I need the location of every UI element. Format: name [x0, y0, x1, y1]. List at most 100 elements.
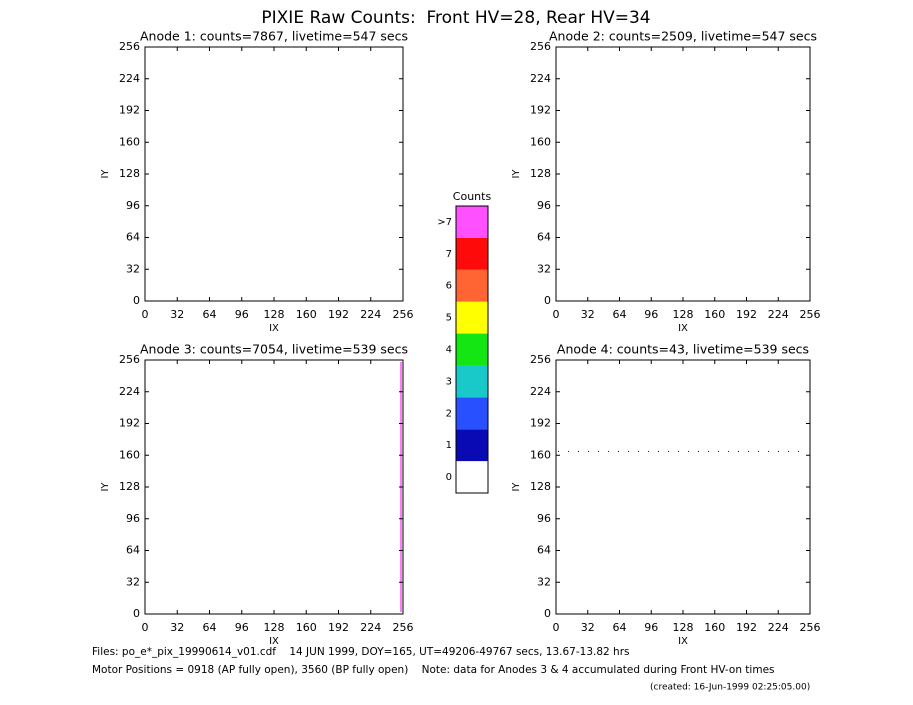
pixel-texture-edge: [145, 47, 403, 301]
x-tick-label: 192: [328, 621, 349, 634]
x-tick-label: 0: [142, 621, 149, 634]
x-tick-label: 0: [553, 621, 560, 634]
y-axis-label: IY: [511, 482, 522, 492]
x-axis-label: IX: [678, 323, 688, 334]
colorbar-cell: [456, 269, 488, 302]
x-tick-label: 0: [142, 308, 149, 321]
colorbar-label: >7: [437, 217, 452, 228]
colorbar-label: 0: [446, 472, 452, 483]
x-axis-label: IX: [269, 323, 279, 334]
x-tick-label: 96: [644, 308, 658, 321]
x-tick-label: 160: [704, 308, 725, 321]
footer-motor: Motor Positions = 0918 (AP fully open), …: [92, 664, 775, 676]
panel: 0 32 64 96 128 160 192 224 256 0 32 64 96 128 160 192 22…: [511, 29, 821, 335]
colorbar-label: 1: [446, 440, 452, 451]
x-tick-label: 32: [170, 621, 184, 634]
x-tick-label: 32: [581, 308, 595, 321]
colorbar-label: 6: [446, 281, 452, 292]
y-tick-label: 160: [119, 448, 140, 461]
y-tick-label: 192: [119, 104, 140, 117]
colorbar: Counts 0 1 2 3 4 5 6 7 >7: [437, 190, 492, 494]
y-tick-label: 64: [537, 544, 551, 557]
colorbar-frame: [455, 205, 489, 494]
x-axis-label: IX: [678, 636, 688, 647]
x-tick-label: 192: [328, 308, 349, 321]
colorbar-label: 4: [446, 345, 452, 356]
panel: 0 32 64 96 128 160 192 224 256 0 32 64 96 128 160 192 22…: [100, 342, 414, 648]
y-tick-label: 256: [530, 40, 551, 53]
y-tick-label: 32: [537, 262, 551, 275]
panel: 0 32 64 96 128 160 192 224 256 0 32 64 96 128 160 192 22…: [511, 342, 821, 648]
x-tick-label: 64: [613, 621, 627, 634]
y-axis-label: IY: [100, 169, 111, 179]
y-tick-label: 0: [133, 607, 140, 620]
y-axis-label: IY: [100, 482, 111, 492]
y-tick-label: 0: [133, 294, 140, 307]
x-tick-label: 96: [644, 621, 658, 634]
footer-files: Files: po_e*_pix_19990614_v01.cdf 14 JUN…: [92, 646, 630, 658]
y-tick-label: 224: [119, 72, 140, 85]
colorbar-cell: [456, 333, 488, 366]
colorbar-cell: [456, 206, 488, 238]
x-tick-label: 160: [704, 621, 725, 634]
x-tick-label: 128: [264, 308, 285, 321]
colorbar-cell: [456, 365, 488, 398]
y-tick-label: 128: [530, 480, 551, 493]
colorbar-label: 7: [446, 249, 452, 260]
y-tick-label: 160: [530, 448, 551, 461]
x-tick-label: 224: [360, 308, 381, 321]
y-tick-label: 224: [530, 385, 551, 398]
x-tick-label: 0: [553, 308, 560, 321]
y-tick-label: 96: [126, 512, 140, 525]
x-axis-label: IX: [269, 636, 279, 647]
y-tick-label: 256: [119, 353, 140, 366]
footer-created: (created: 16-Jun-1999 02:25:05.00): [650, 683, 810, 693]
panels: 0 32 64 96 128 160 192 224 256032649612816019222…: [100, 29, 821, 648]
page-title: PIXIE Raw Counts: Front HV=28, Rear HV=3…: [261, 8, 650, 28]
colorbar-title: Counts: [453, 190, 492, 203]
y-tick-label: 32: [537, 575, 551, 588]
x-tick-label: 160: [296, 308, 317, 321]
colorbar-label: 3: [446, 376, 452, 387]
y-tick-label: 0: [544, 607, 551, 620]
colorbar-cell: [456, 397, 488, 430]
y-axis-label: IY: [511, 169, 522, 179]
x-tick-label: 32: [581, 621, 595, 634]
y-tick-label: 128: [119, 167, 140, 180]
x-tick-label: 192: [736, 308, 757, 321]
y-tick-label: 128: [119, 480, 140, 493]
panel-title: Anode 4: counts=43, livetime=539 secs: [557, 342, 809, 357]
panel-title: Anode 2: counts=2509, livetime=547 secs: [549, 29, 817, 44]
x-tick-label: 64: [203, 621, 217, 634]
plot-frame: [144, 359, 404, 615]
colorbar-cell: [456, 301, 488, 334]
panel-title: Anode 1: counts=7867, livetime=547 secs: [140, 29, 408, 44]
panel: 0 32 64 96 128 160 192 224 256 0 32 64 96 128 160 192 22…: [100, 29, 414, 335]
y-tick-label: 224: [530, 72, 551, 85]
colorbar-cell: [456, 461, 488, 493]
y-tick-label: 192: [530, 104, 551, 117]
x-tick-label: 64: [203, 308, 217, 321]
colorbar-label: 5: [446, 313, 452, 324]
x-tick-label: 224: [360, 621, 381, 634]
y-tick-label: 96: [537, 512, 551, 525]
x-tick-label: 192: [736, 621, 757, 634]
y-tick-label: 64: [126, 544, 140, 557]
y-tick-label: 256: [119, 40, 140, 53]
x-tick-label: 256: [393, 308, 414, 321]
x-tick-label: 32: [170, 308, 184, 321]
plot-frame: [555, 359, 811, 615]
x-tick-label: 128: [264, 621, 285, 634]
x-tick-label: 128: [673, 621, 694, 634]
y-tick-label: 128: [530, 167, 551, 180]
colorbar-cell: [456, 429, 488, 462]
y-tick-label: 0: [544, 294, 551, 307]
y-tick-label: 192: [530, 417, 551, 430]
y-tick-label: 64: [537, 231, 551, 244]
y-tick-label: 32: [126, 262, 140, 275]
y-tick-label: 256: [530, 353, 551, 366]
panel-title: Anode 3: counts=7054, livetime=539 secs: [140, 342, 408, 357]
y-tick-label: 96: [126, 199, 140, 212]
x-tick-label: 128: [673, 308, 694, 321]
